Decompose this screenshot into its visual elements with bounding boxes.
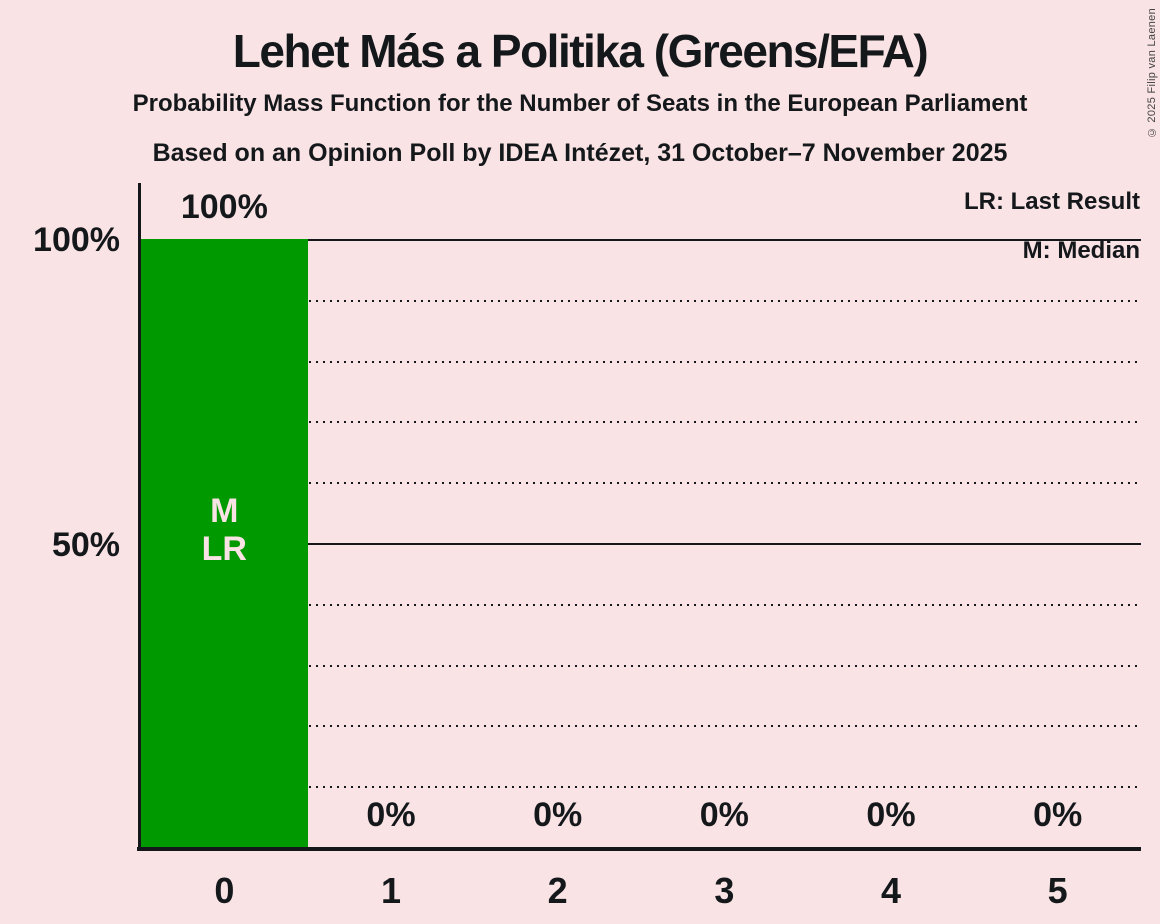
gridline-dotted-40 xyxy=(141,603,1141,606)
column-1: 0% xyxy=(308,239,475,847)
x-tick-label-2: 2 xyxy=(547,870,568,911)
bar-annotation-line: LR xyxy=(201,530,247,568)
bar-0 xyxy=(141,239,308,847)
legend-last-result: LR: Last Result xyxy=(963,188,1140,215)
bar-value-label-1: 0% xyxy=(366,796,416,834)
gridline-dotted-30 xyxy=(141,664,1141,667)
y-tick-label-100: 100% xyxy=(33,221,120,259)
bar-value-label-2: 0% xyxy=(533,796,583,834)
gridline-dotted-80 xyxy=(141,360,1141,363)
x-tick-label-4: 4 xyxy=(880,870,902,911)
legend-median: M: Median xyxy=(1022,237,1140,264)
bar-annotation: M LR xyxy=(141,492,308,568)
bar-value-label-3: 0% xyxy=(699,796,749,834)
x-tick-label-3: 3 xyxy=(714,870,735,911)
gridline-dotted-70 xyxy=(141,421,1141,424)
gridline-dotted-60 xyxy=(141,482,1141,485)
column-2: 0% xyxy=(474,239,641,847)
bar-value-label-5: 0% xyxy=(1033,796,1083,834)
x-tick-label-1: 1 xyxy=(380,870,402,911)
bar-annotation-line: M xyxy=(210,492,239,530)
x-tick-label-0: 0 xyxy=(214,870,235,911)
x-tick-label-5: 5 xyxy=(1047,870,1068,911)
bar-value-label-0: 100% xyxy=(180,188,268,226)
gridline-solid-100 xyxy=(141,239,1141,241)
gridline-dotted-20 xyxy=(141,725,1141,728)
column-5: 0% xyxy=(974,239,1141,847)
y-axis-line xyxy=(138,183,141,849)
y-tick-label-50: 50% xyxy=(51,526,120,564)
column-4: 0% xyxy=(808,239,975,847)
copyright-notice: © 2025 Filip van Laenen xyxy=(1146,8,1158,139)
chart-title: Lehet Más a Politika (Greens/EFA) xyxy=(232,25,929,77)
bar-value-label-4: 0% xyxy=(866,796,916,834)
column-3: 0% xyxy=(641,239,808,847)
chart-subtitle: Probability Mass Function for the Number… xyxy=(132,90,1028,117)
gridline-solid-50 xyxy=(141,543,1141,545)
gridline-dotted-90 xyxy=(141,299,1141,302)
chart-poll-source: Based on an Opinion Poll by IDEA Intézet… xyxy=(152,139,1008,167)
plot-area: 100% M LR 0% 0% 0% 0% 0% xyxy=(141,190,1141,847)
gridline-dotted-10 xyxy=(141,786,1141,789)
x-axis-line xyxy=(137,847,1141,851)
column-0: 100% M LR xyxy=(141,190,308,847)
